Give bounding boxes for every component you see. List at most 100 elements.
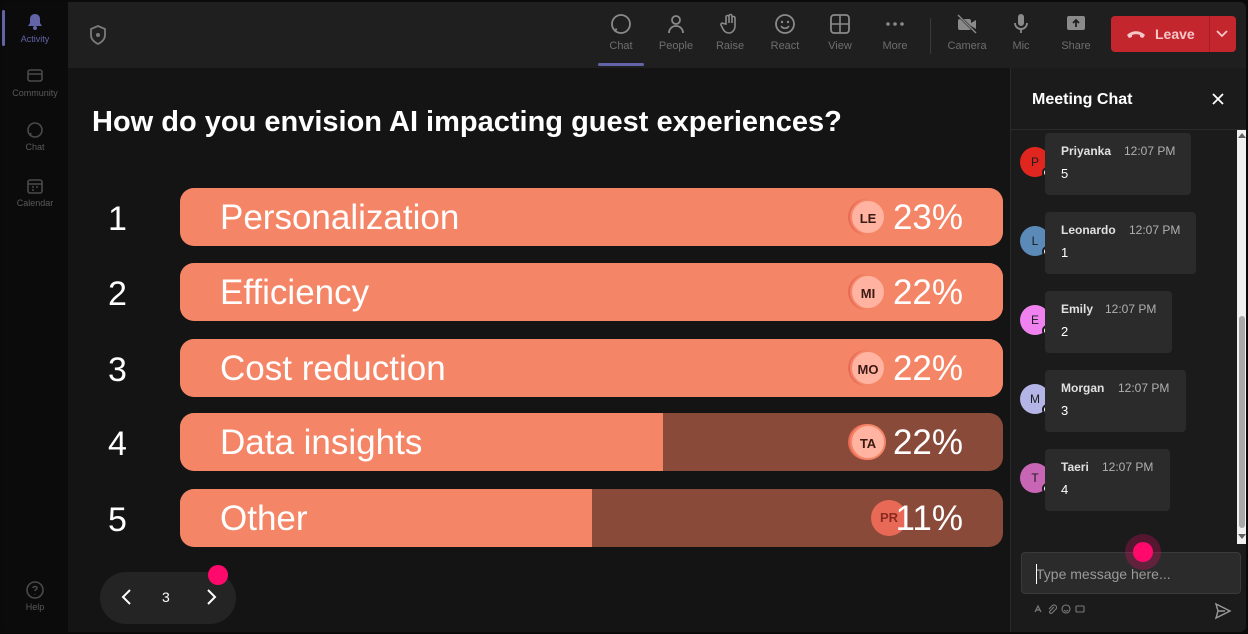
poll-question: How do you envision AI impacting guest e… xyxy=(92,106,842,138)
sender-name: Taeri xyxy=(1061,460,1089,474)
sender-name: Emily xyxy=(1061,302,1094,316)
chat-message: E Emily 12:07 PM 2 xyxy=(1011,291,1235,355)
option-bar-fill xyxy=(180,489,592,547)
sender-name: Leonardo xyxy=(1061,223,1116,237)
hang-up-icon xyxy=(1127,31,1145,38)
pointer-indicator xyxy=(1133,542,1153,562)
poll-option-row: 5 Other PR 11% xyxy=(68,489,1010,547)
option-bar: Other PR 11% xyxy=(180,489,1003,547)
option-percent: 22% xyxy=(892,349,963,388)
mic-button[interactable]: Mic xyxy=(995,12,1047,52)
voter-avatar: PR xyxy=(871,500,907,536)
voter-avatar: TA xyxy=(850,424,886,460)
option-label: Personalization xyxy=(220,198,460,237)
poll-option-row: 1 Personalization SE LE 23% xyxy=(68,188,1010,246)
option-bar-fill xyxy=(180,413,664,471)
chevron-right-icon[interactable] xyxy=(200,586,222,608)
voter-avatar: MO xyxy=(850,350,886,386)
camera-button[interactable]: Camera xyxy=(941,12,993,52)
rail-item-community[interactable]: Community xyxy=(2,66,68,98)
poll-option-row: 4 Data insights ME TA 22% xyxy=(68,413,1010,471)
emoji-icon xyxy=(775,14,795,34)
app-rail: Activity Community Chat Calendar Help xyxy=(2,2,68,632)
rail-item-help[interactable]: Help xyxy=(2,580,68,612)
message-bubble: Morgan 12:07 PM 3 xyxy=(1045,370,1186,432)
message-bubble: Emily 12:07 PM 2 xyxy=(1045,291,1172,353)
rail-item-label: Activity xyxy=(20,34,50,44)
option-bar: Efficiency EM MI 22% xyxy=(180,263,1003,321)
react-button[interactable]: React xyxy=(759,12,811,52)
text-caret xyxy=(1036,564,1037,584)
bell-icon xyxy=(28,14,42,30)
mic-icon xyxy=(1014,14,1028,33)
message-text: 5 xyxy=(1061,166,1069,181)
voter-avatar: LE xyxy=(850,199,886,235)
calendar-icon xyxy=(27,179,43,194)
emoji-icon[interactable] xyxy=(1061,604,1071,614)
chat-icon xyxy=(27,122,43,138)
gif-icon[interactable] xyxy=(1075,604,1085,614)
option-number: 2 xyxy=(108,275,127,313)
scrollbar-thumb[interactable] xyxy=(1239,316,1245,528)
option-label: Cost reduction xyxy=(220,349,446,388)
option-number: 4 xyxy=(108,425,127,463)
rail-item-label: Chat xyxy=(25,142,45,152)
toolbar-divider xyxy=(930,18,931,54)
grid-view-icon xyxy=(830,14,850,34)
message-time: 12:07 PM xyxy=(1129,223,1181,237)
leave-button-label: Leave xyxy=(1155,26,1195,42)
chat-scrollbar[interactable] xyxy=(1237,130,1246,544)
raise-hand-label: Raise xyxy=(715,40,745,52)
message-input[interactable] xyxy=(1036,564,1226,584)
message-time: 12:07 PM xyxy=(1105,302,1157,316)
chat-message: P Priyanka 12:07 PM 5 xyxy=(1011,133,1235,197)
chat-message: L Leonardo 12:07 PM 1 xyxy=(1011,212,1235,276)
chevron-left-icon[interactable] xyxy=(116,586,138,608)
rail-item-calendar[interactable]: Calendar xyxy=(2,176,68,208)
rail-item-activity[interactable]: Activity xyxy=(2,12,68,44)
voter-avatar: MI xyxy=(850,274,886,310)
sender-name: Morgan xyxy=(1061,381,1105,395)
option-label: Other xyxy=(220,499,308,538)
share-screen-icon xyxy=(1067,16,1085,30)
message-compose-box[interactable] xyxy=(1021,552,1241,594)
more-dots-icon xyxy=(886,22,904,26)
react-button-label: React xyxy=(770,40,800,52)
community-icon xyxy=(27,69,43,82)
message-time: 12:07 PM xyxy=(1124,144,1176,158)
meeting-chat-panel: Meeting Chat P Priyanka 12:07 PM 5 L Leo… xyxy=(1010,68,1246,632)
poll-option-row: 2 Efficiency EM MI 22% xyxy=(68,263,1010,321)
option-number: 5 xyxy=(108,501,127,539)
option-percent: 23% xyxy=(892,198,963,237)
poll-stage: How do you envision AI impacting guest e… xyxy=(68,68,1010,632)
view-button-label: View xyxy=(828,40,852,52)
rail-item-chat[interactable]: Chat xyxy=(2,120,68,152)
share-button[interactable]: Share xyxy=(1050,12,1102,52)
leave-button[interactable]: Leave xyxy=(1111,16,1236,52)
chat-header-divider xyxy=(1011,129,1246,130)
message-text: 1 xyxy=(1061,245,1069,260)
option-bar: Data insights ME TA 22% xyxy=(180,413,1003,471)
view-button[interactable]: View xyxy=(814,12,866,52)
send-icon[interactable] xyxy=(1214,602,1232,620)
chat-message: T Taeri 12:07 PM 4 xyxy=(1011,449,1235,513)
format-icon[interactable] xyxy=(1033,604,1043,614)
chat-button[interactable]: Chat xyxy=(595,12,647,52)
mic-button-label: Mic xyxy=(1012,40,1030,52)
scroll-up-arrow[interactable] xyxy=(1238,133,1246,138)
chevron-down-icon[interactable] xyxy=(1215,28,1229,40)
message-text: 2 xyxy=(1061,324,1069,339)
people-button[interactable]: People xyxy=(650,12,702,52)
message-text: 3 xyxy=(1061,403,1069,418)
rail-item-label: Community xyxy=(12,88,58,98)
more-button[interactable]: More xyxy=(869,12,921,52)
option-label: Data insights xyxy=(220,423,423,462)
option-number: 3 xyxy=(108,351,127,389)
option-label: Efficiency xyxy=(220,273,370,312)
attach-icon[interactable] xyxy=(1047,604,1057,614)
close-icon[interactable] xyxy=(1209,90,1227,108)
shield-icon[interactable] xyxy=(88,24,108,46)
raise-hand-button[interactable]: Raise xyxy=(704,12,756,52)
scroll-down-arrow[interactable] xyxy=(1238,534,1246,539)
help-icon xyxy=(26,581,44,599)
